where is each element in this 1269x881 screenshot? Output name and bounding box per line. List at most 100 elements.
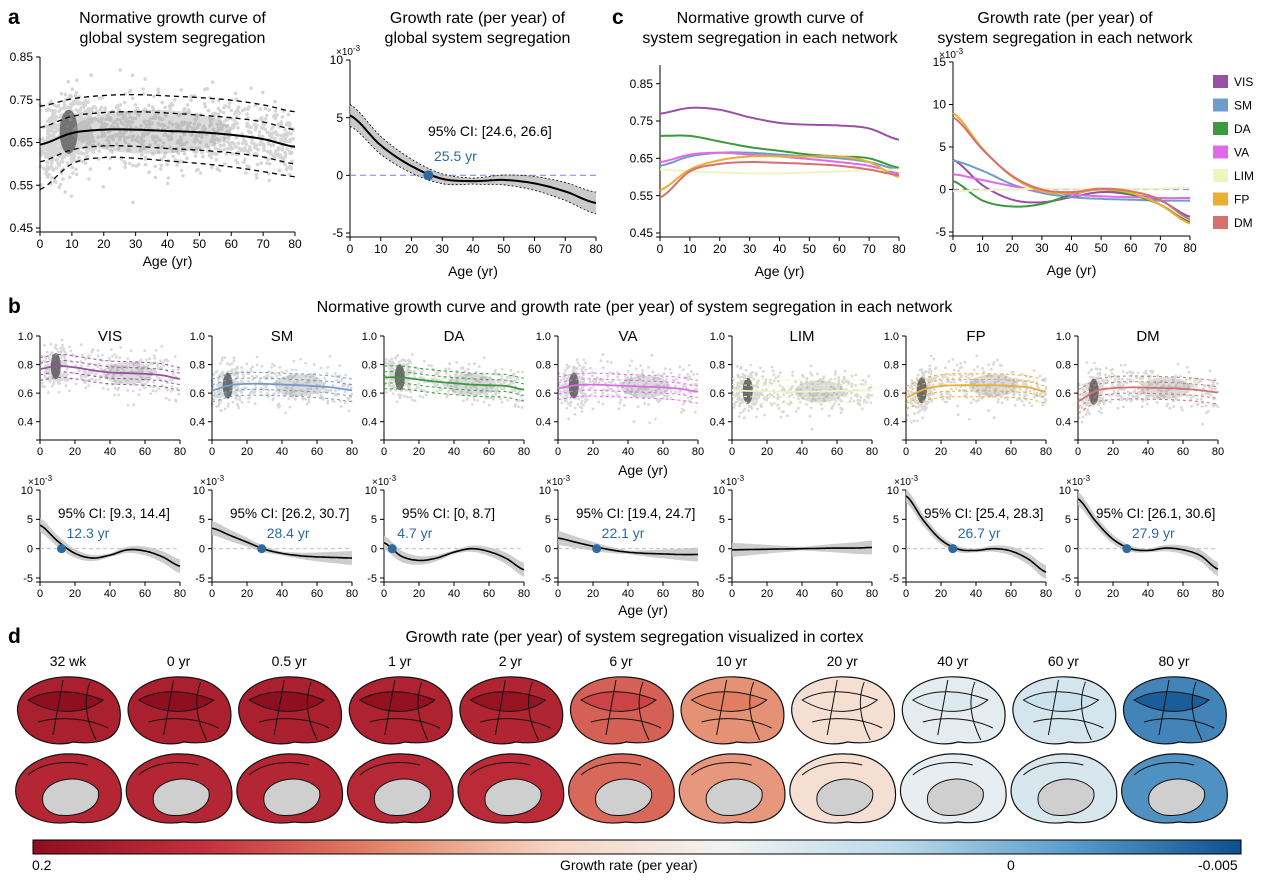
scatter-point [1097,409,1101,413]
y-tick-label: 0.4 [536,417,551,429]
scatter-point [105,138,109,142]
chart-c-left: 0 10 20 30 40 50 60 70 800.450.550.650.750.85Age… [630,65,906,279]
scatter-point [741,373,745,376]
scatter-point [76,123,81,128]
scatter-point [165,134,170,139]
scatter-point [209,155,213,160]
scatter-point [1189,397,1193,400]
y-tick-label: 1.0 [1056,331,1071,343]
scatter-point [608,371,612,374]
scatter-point [130,96,135,100]
scatter-point [278,168,282,173]
scatter-point [86,143,90,147]
brain-6 [678,676,786,824]
curve-dm [659,161,900,199]
scatter-point [198,171,203,175]
scatter-point [913,383,917,387]
scatter-point [480,376,483,379]
x-tick-label: 60 [311,446,323,458]
centile-curve [732,378,872,381]
x-tick-label: 80 [288,237,302,251]
x-tick-label: 80 [1183,241,1197,255]
y-tick-label: -5 [23,573,33,585]
scatter-point [133,116,138,121]
scatter-point [113,379,117,383]
zero-crossing-label: 12.3 yr [67,525,110,541]
scatter-point [632,420,636,424]
scatter-point [60,356,63,360]
scatter-point [440,387,444,391]
scatter-point [791,370,794,374]
scatter-point [211,133,215,138]
scatter-point [1209,378,1213,382]
scatter-point [290,386,293,390]
scatter-point [240,132,244,136]
scatter-point [389,374,393,377]
scatter-point [651,370,655,374]
scatter-point [278,404,282,408]
x-tick-label: 40 [773,242,787,256]
scatter-point [171,149,175,154]
scatter-point [391,384,395,388]
ci-lower [349,125,597,215]
scatter-point [49,342,53,346]
axis-exponent: ×10-3 [546,474,571,488]
scatter-point [560,401,564,405]
scatter-point [96,112,101,116]
scatter-point [462,399,465,403]
scatter-point [101,353,104,357]
scatter-point [466,396,469,400]
scatter-point [848,400,852,403]
scatter-point [992,361,996,364]
scatter-point [253,103,258,108]
scatter-point [476,399,480,402]
scatter-point [46,350,49,354]
zero-crossing-dot [423,170,434,181]
scatter-point [789,400,793,404]
scatter-point [50,384,54,388]
scatter-point [1119,363,1123,367]
x-tick-label: 0 [729,446,735,458]
scatter-point [1144,398,1148,402]
scatter-point [292,359,296,363]
scatter-point [951,358,955,361]
scatter-point [274,379,278,383]
scatter-point [322,390,326,394]
scatter-point [77,150,81,155]
centile-curve [732,384,872,387]
scatter-point [606,385,610,389]
scatter-point [53,111,57,116]
scatter-point [855,395,859,398]
y-tick-label: 0.4 [18,417,33,429]
scatter-point [923,371,927,374]
scatter-point [140,134,145,139]
brain-medial [15,753,122,824]
y-tick-label: 0 [371,544,377,556]
scatter-point [1084,413,1088,417]
scatter-point [580,410,584,413]
scatter-point [44,168,49,172]
centile-curve [732,395,872,398]
scatter-point [641,369,644,372]
scatter-point [315,387,319,390]
scatter-point [236,376,240,379]
median-curve [211,382,353,392]
x-tick-label: 10 [976,241,990,255]
x-tick-label: 60 [225,237,239,251]
x-tick-label: 80 [1212,446,1224,458]
x-tick-label: 40 [970,446,982,458]
scatter-point [430,364,433,367]
y-tick-label: 10 [330,53,344,67]
scatter-point [420,388,424,392]
scatter-point [275,374,279,378]
y-tick-label: 0 [545,544,551,556]
scatter-point [273,99,277,104]
scatter-point [74,382,78,386]
scatter-point [193,126,198,131]
scatter-point [179,168,184,173]
scatter-point [230,152,235,156]
scatter-point [695,387,698,391]
scatter-point [100,116,104,121]
x-tick-label: 20 [1006,241,1020,255]
scatter-point [231,400,235,404]
